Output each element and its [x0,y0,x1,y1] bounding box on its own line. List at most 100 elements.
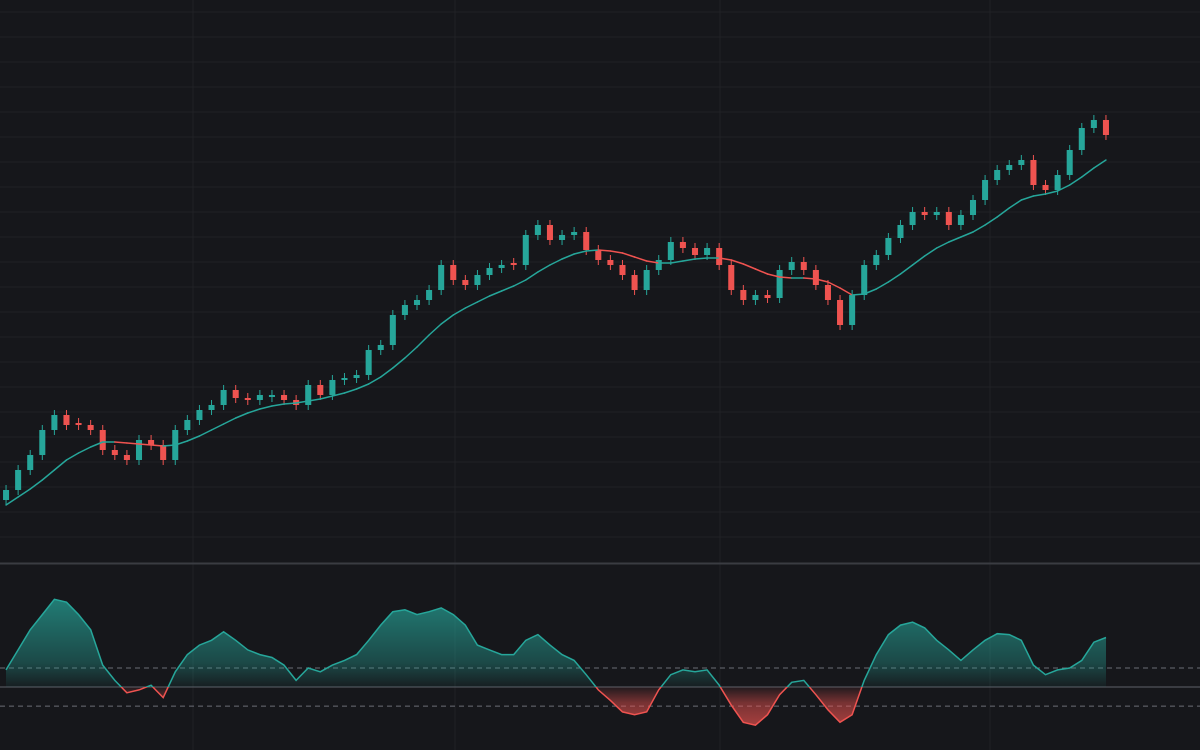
candle-body [1006,165,1013,170]
ma-segment [525,271,539,281]
ma-segment [597,249,612,252]
candle-body [655,260,662,270]
candle-body [764,295,771,298]
ma-segment [198,429,213,437]
candle-body [123,455,130,460]
candle-body [365,350,372,375]
candle-body [27,455,34,470]
ma-segment [996,207,1011,218]
ma-segment [742,263,757,270]
ma-segment [1044,190,1059,195]
candle-body [244,398,251,400]
ma-segment [416,334,430,348]
ma-segment [1020,195,1035,201]
candle-body [909,212,916,225]
ma-segment [1008,199,1023,209]
candle-body [921,212,928,215]
candle-body [559,235,566,240]
ma-segment [585,249,600,252]
ma-segment [754,268,769,275]
ma-segment [174,440,189,446]
candle-body [184,420,191,430]
candle-body [571,232,578,235]
ma-segment [887,273,902,283]
ma-segment [65,452,80,461]
candle-body [232,390,239,398]
vertical-grid [192,0,991,750]
ma-segment [247,408,261,414]
candles [3,115,1109,505]
ma-segment [5,496,19,506]
candle-body [1090,120,1097,128]
ma-segment [476,295,491,303]
ma-segment [863,288,878,295]
ma-segment [839,287,853,296]
candle-body [704,248,711,255]
ma-segment [138,443,152,446]
candle-body [15,470,22,490]
ma-segment [343,388,358,394]
ma-segment [367,376,382,385]
candle-body [208,405,215,410]
ma-segment [851,293,865,296]
candle-body [498,265,505,268]
ma-segment [609,250,624,254]
ma-segment [778,276,793,279]
candle-body [426,290,433,300]
ma-segment [670,260,684,264]
candle-body [389,315,396,345]
candle-body [1018,160,1025,165]
ma-segment [633,256,648,262]
candle-body [75,423,82,425]
candle-body [897,225,904,238]
oscillator-area [6,599,1106,726]
ma-segment [319,395,334,400]
ma-segment [17,488,31,498]
candle-body [51,415,58,430]
candle-body [39,430,46,455]
ma-segment [307,398,322,402]
ma-segment [440,314,455,325]
ma-segment [53,459,68,471]
ma-segment [355,383,370,390]
candle-body [87,425,94,430]
candle-body [462,280,469,285]
candle-body [401,305,408,315]
candle-body [679,242,686,248]
ma-segment [77,446,92,454]
ma-segment [537,264,551,273]
ma-segment [29,479,44,490]
ma-segment [1093,159,1107,169]
candle-body [1042,185,1049,190]
candle-body [329,380,336,395]
ma-segment [573,250,587,255]
candle-body [1102,120,1109,135]
candle-body [994,170,1001,180]
candle-body [486,268,493,275]
candle-body [824,285,831,300]
candle-body [148,440,155,445]
candle-body [837,300,844,325]
candle-body [631,275,638,290]
candle-body [957,215,964,225]
ma-segment [295,400,309,404]
candle-body [317,385,324,395]
ma-segment [150,444,164,447]
candle-body [643,270,650,290]
ma-segment [911,255,926,266]
candle-body [3,490,10,500]
ma-segment [718,257,733,261]
candle-body [341,378,348,380]
candle-body [969,200,977,215]
candle-body [728,265,735,290]
ma-segment [1081,167,1095,178]
candle-body [281,395,288,400]
candle-body [607,260,614,265]
ma-segment [935,241,950,249]
ma-segment [1032,193,1047,197]
ma-segment [222,417,237,425]
ma-segment [1068,176,1083,186]
ma-segment [645,260,660,264]
